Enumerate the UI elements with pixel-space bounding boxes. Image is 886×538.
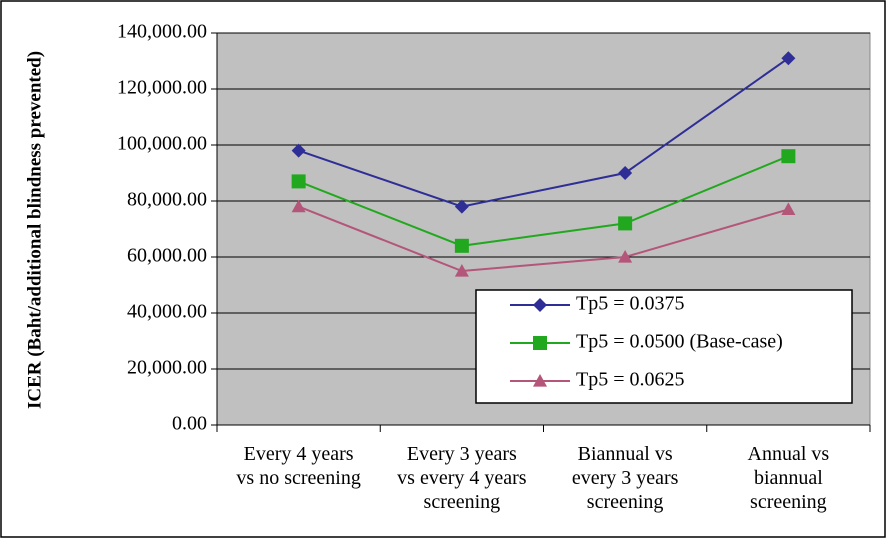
x-tick-label-line: screening xyxy=(587,491,664,513)
x-tick-label-line: screening xyxy=(750,491,827,513)
marker xyxy=(533,336,547,350)
marker xyxy=(292,174,306,188)
y-axis-label: ICER (Baht/additional blindness prevente… xyxy=(24,51,45,409)
x-tick-label-line: Every 4 years xyxy=(244,443,354,465)
x-tick-label-line: Every 3 years xyxy=(407,443,517,465)
x-tick-label-line: screening xyxy=(424,491,501,513)
y-tick-label: 40,000.00 xyxy=(127,301,207,323)
x-tick-label-line: Biannual vs xyxy=(578,443,673,465)
y-tick-label: 60,000.00 xyxy=(127,245,207,267)
chart: ICER (Baht/additional blindness prevente… xyxy=(0,0,886,538)
marker xyxy=(781,149,795,163)
x-tick-label-line: Annual vs xyxy=(748,443,830,465)
legend: Tp5 = 0.0375 Tp5 = 0.0500 (Base-case) Tp5 … xyxy=(476,290,852,403)
legend-label: Tp5 = 0.0500 (Base-case) xyxy=(576,331,783,353)
marker xyxy=(618,216,632,230)
x-tick-label-line: vs every 4 years xyxy=(397,467,527,489)
x-tick-label-line: every 3 years xyxy=(572,467,679,489)
legend-label: Tp5 = 0.0625 xyxy=(576,369,685,391)
legend-label: Tp5 = 0.0375 xyxy=(576,293,685,315)
y-tick-label: 120,000.00 xyxy=(117,77,207,99)
y-tick-label: 100,000.00 xyxy=(117,133,207,155)
y-tick-label: 140,000.00 xyxy=(117,21,207,43)
y-tick-label: 20,000.00 xyxy=(127,357,207,379)
x-tick-label-line: vs no screening xyxy=(236,467,360,489)
y-tick-label: 0.00 xyxy=(172,413,207,435)
y-tick-label: 80,000.00 xyxy=(127,189,207,211)
x-tick-label-line: biannual xyxy=(754,467,823,489)
marker xyxy=(455,239,469,253)
page: ICER (Baht/additional blindness prevente… xyxy=(0,0,886,538)
